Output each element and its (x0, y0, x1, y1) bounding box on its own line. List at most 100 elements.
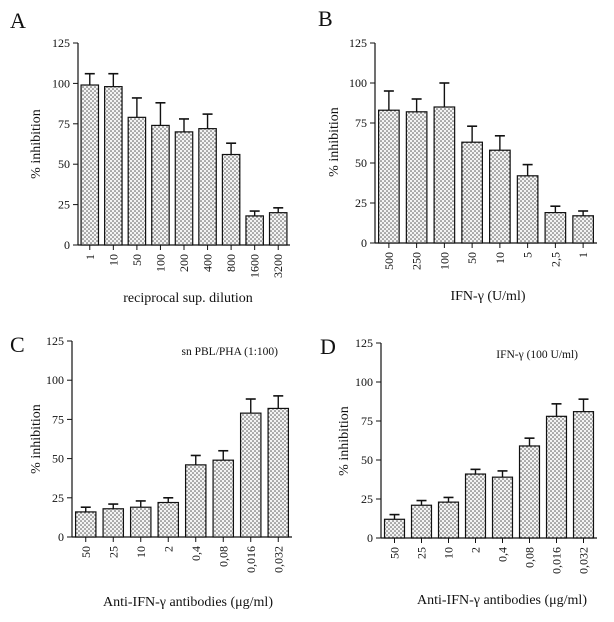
panel-c-x-tick-label: 10 (134, 546, 148, 558)
panel-a-bar-7 (245, 215, 264, 246)
panel-d-y-tick-label: 125 (355, 336, 373, 350)
panel-b-y-tick-label: 100 (349, 76, 367, 90)
panel-d-y-label: % inhibition (337, 406, 352, 476)
panel-a-x-tick-label: 200 (177, 254, 191, 272)
panel-a-y-tick-label: 25 (58, 198, 70, 212)
panel-d-bar-1 (410, 504, 433, 539)
panel-c-x-tick-label: 0,08 (216, 546, 230, 567)
panel-b: B 0 25 50 75 100 125 % inhibition 500 250 100 50 10 5… (318, 6, 597, 304)
panel-d-y-tick-label: 75 (361, 414, 373, 428)
panel-a-bar-8 (268, 212, 288, 246)
panel-d-y-tick-label: 50 (361, 453, 373, 467)
panel-b-bar-4 (489, 149, 511, 244)
panel-a-y-tick-label: 100 (52, 76, 70, 90)
panel-a-y-tick-label: 125 (52, 36, 70, 50)
panel-c-x-tick-label: 0,032 (271, 546, 285, 573)
panel-d-letter: D (320, 334, 336, 359)
panel-d-y-tick-label: 25 (361, 492, 373, 506)
panel-b-y-tick-label: 125 (349, 36, 367, 50)
panel-a-x-tick-label: 1600 (248, 254, 262, 278)
panel-a-x-tick-label: 50 (130, 254, 144, 266)
panel-a-x-tick-label: 400 (201, 254, 215, 272)
panel-a-x-tick-label: 1 (83, 254, 97, 260)
panel-d-bar-2 (437, 501, 460, 539)
panel-a-x-tick-label: 800 (224, 254, 238, 272)
panel-b-letter: B (318, 6, 333, 31)
panel-c-bar-7 (267, 407, 290, 538)
panel-c-x-tick-label: 0,4 (189, 546, 203, 561)
panel-b-x-tick-label: 250 (410, 252, 424, 270)
panel-d-x-tick-label: 0,08 (523, 547, 537, 568)
panel-d-bar-0 (383, 518, 406, 539)
panel-c-letter: C (10, 332, 25, 357)
panel-b-bar-2 (433, 106, 456, 244)
panel-c-bar-2 (129, 506, 152, 538)
panel-a-y-tick-label: 75 (58, 117, 70, 131)
panel-a-y-tick-label: 0 (64, 238, 70, 252)
panel-a-x-label: reciprocal sup. dilution (123, 291, 252, 306)
panel-a-bar-5 (198, 128, 217, 246)
panel-a-y-label: % inhibition (29, 109, 44, 179)
panel-b-y-tick-label: 0 (361, 236, 367, 250)
panel-b-bar-3 (461, 141, 483, 244)
panel-d: D 0 25 50 75 100 125 % inhibition 50 25 10 2 0,4 0,08… (320, 334, 597, 608)
panel-d-bar-3 (464, 473, 487, 539)
panel-b-bar-7 (572, 215, 594, 244)
panel-a-bar-3 (151, 124, 170, 246)
panel-a-bar-4 (174, 131, 194, 246)
panel-d-y-tick-label: 0 (367, 531, 373, 545)
panel-c-annotation: sn PBL/PHA (1:100) (182, 346, 279, 358)
panel-d-x-tick-label: 0,4 (496, 547, 510, 562)
panel-a-bar-2 (127, 116, 147, 246)
panel-a-letter: A (10, 8, 26, 33)
panel-b-x-tick-label: 50 (465, 252, 479, 264)
panel-d-x-tick-label: 0,016 (550, 547, 564, 574)
panel-b-y-tick-label: 75 (355, 116, 367, 130)
panel-a-x-tick-label: 10 (106, 254, 120, 266)
panel-b-x-tick-label: 1 (576, 252, 590, 258)
panel-c-bar-4 (184, 464, 207, 538)
panel-d-annotation: IFN-γ (100 U/ml) (496, 349, 578, 361)
panel-b-y-label: % inhibition (327, 107, 342, 177)
panel-c-x-label: Anti-IFN-γ antibodies (μg/ml) (103, 595, 273, 610)
panel-d-x-tick-label: 10 (442, 547, 456, 559)
panel-c-bar-6 (239, 412, 262, 538)
panel-d-y-tick-label: 100 (355, 375, 373, 389)
panel-b-y-tick-label: 25 (355, 196, 367, 210)
panel-b-x-tick-label: 5 (521, 252, 535, 258)
panel-d-bar-5 (518, 445, 541, 539)
panel-c-bar-1 (102, 508, 125, 538)
panel-c-y-tick-label: 0 (58, 530, 64, 544)
panel-b-x-tick-label: 10 (493, 252, 507, 264)
panel-b-x-tick-label: 100 (437, 252, 451, 270)
panel-d-bar-4 (491, 476, 514, 539)
panel-b-x-tick-label: 500 (382, 252, 396, 270)
panel-c: C 0 25 50 75 100 125 % inhibition 50 25 10 2 0,4 0,08… (10, 332, 292, 610)
panel-d-x-tick-label: 0,032 (577, 547, 591, 574)
panel-c-y-tick-label: 50 (52, 452, 64, 466)
panel-a-bar-1 (104, 86, 123, 246)
panel-a-bar-6 (221, 153, 241, 246)
panel-c-y-label: % inhibition (29, 404, 44, 474)
panel-c-x-tick-label: 0,016 (244, 546, 258, 573)
panel-c-x-tick-label: 25 (106, 546, 120, 558)
panel-b-x-label: IFN-γ (U/ml) (450, 289, 525, 304)
panel-c-x-tick-label: 2 (161, 546, 175, 552)
panel-c-y-tick-label: 125 (46, 334, 64, 348)
panel-d-x-tick-label: 50 (388, 547, 402, 559)
panel-a: A 0 25 50 75 100 125 % inhibition 1 10 50 100 200 400… (10, 8, 290, 306)
panel-c-bar-3 (157, 501, 180, 538)
panel-c-y-tick-label: 100 (46, 373, 64, 387)
panel-c-bar-0 (74, 511, 97, 538)
panel-a-x-tick-label: 3200 (271, 254, 285, 278)
panel-a-bar-0 (80, 84, 100, 246)
panel-b-y-tick-label: 50 (355, 156, 367, 170)
panel-c-x-tick-label: 50 (79, 546, 93, 558)
panel-a-x-tick-label: 100 (153, 254, 167, 272)
panel-c-bar-5 (212, 459, 235, 538)
panel-b-bar-1 (405, 111, 428, 244)
panel-d-bar-6 (545, 415, 568, 539)
panel-d-x-tick-label: 2 (469, 547, 483, 553)
panel-a-y-tick-label: 50 (58, 157, 70, 171)
